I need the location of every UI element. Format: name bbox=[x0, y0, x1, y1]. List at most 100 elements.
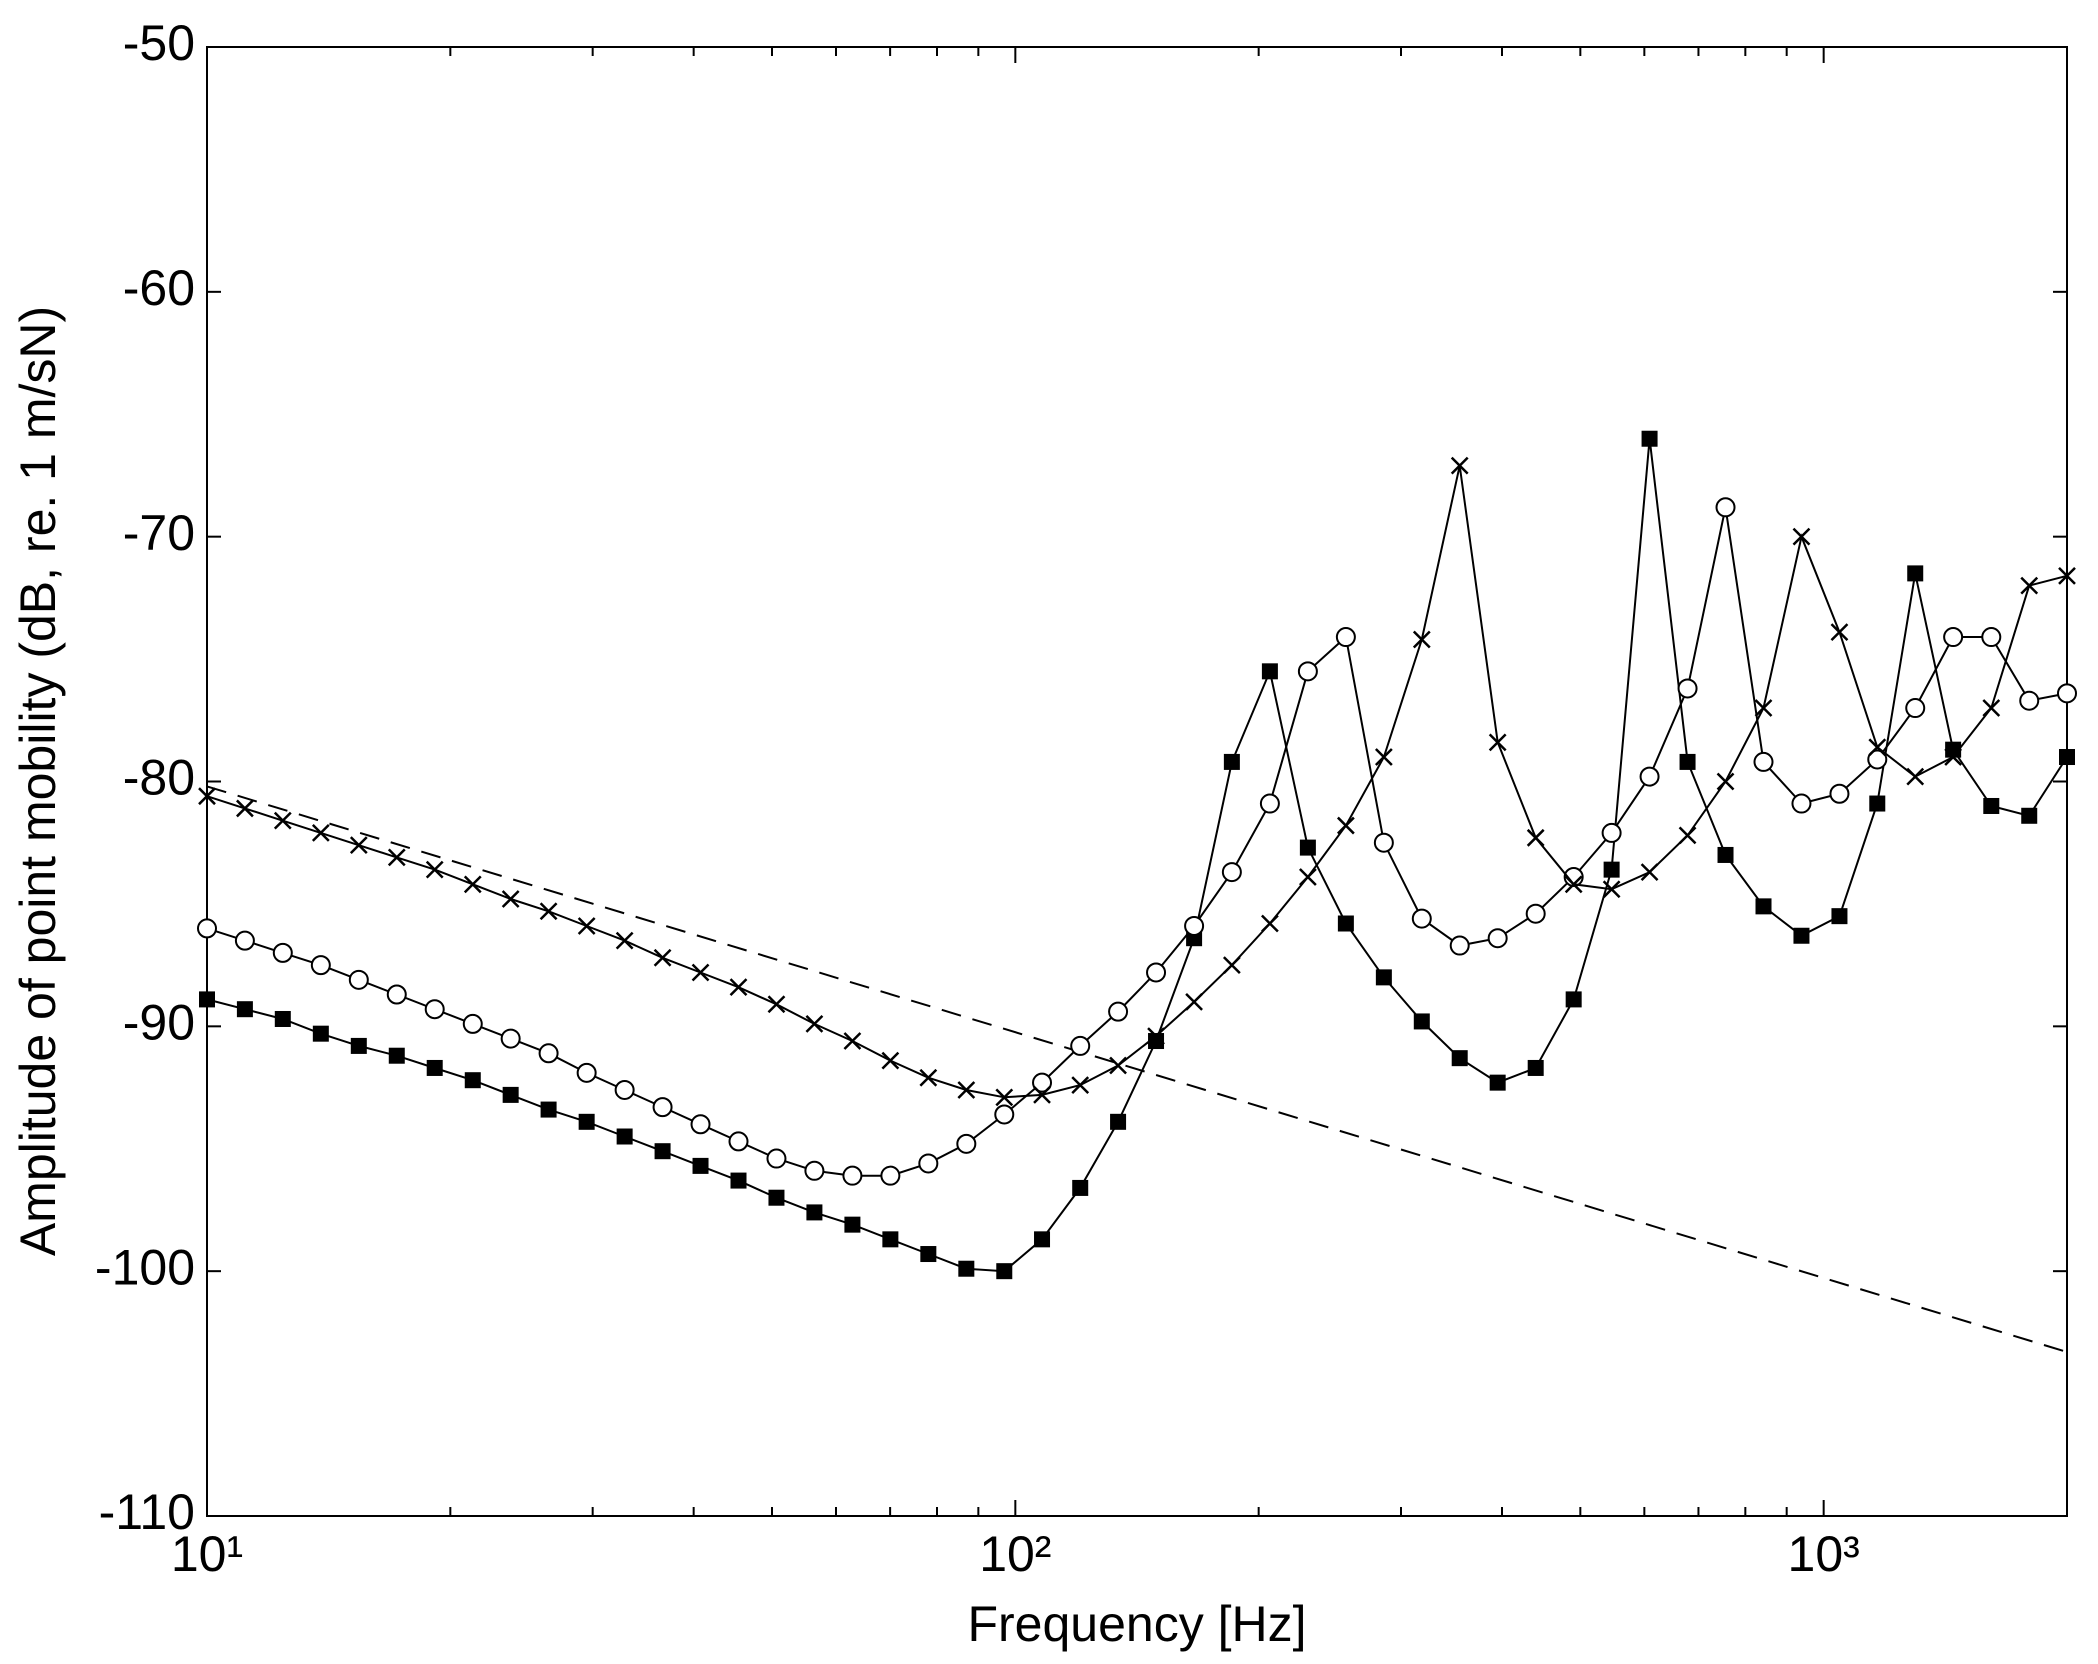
marker-circle bbox=[766, 1148, 787, 1169]
marker-square bbox=[1983, 797, 2000, 814]
marker-circle bbox=[1146, 962, 1167, 983]
marker-cross bbox=[1298, 868, 1317, 886]
marker-circle bbox=[1829, 783, 1850, 804]
marker-square bbox=[1072, 1179, 1089, 1196]
marker-cross bbox=[1792, 527, 1811, 546]
x-tick-label: 10¹ bbox=[171, 1526, 243, 1582]
marker-circle bbox=[2057, 683, 2077, 704]
series-line bbox=[206, 438, 2068, 1273]
marker-circle bbox=[994, 1104, 1015, 1125]
marker-cross bbox=[577, 917, 596, 935]
marker-circle bbox=[1032, 1072, 1053, 1093]
marker-circle bbox=[728, 1131, 749, 1152]
marker-circle bbox=[576, 1062, 597, 1083]
marker-square bbox=[806, 1204, 823, 1221]
marker-circle bbox=[1108, 1001, 1129, 1022]
marker-square bbox=[1869, 795, 1886, 812]
marker-square bbox=[730, 1172, 747, 1189]
marker-cross bbox=[1944, 748, 1963, 766]
marker-square bbox=[312, 1025, 329, 1042]
marker-cross bbox=[1185, 992, 1203, 1011]
marker-circle bbox=[1411, 908, 1432, 929]
marker-cross bbox=[1906, 767, 1925, 786]
marker-square bbox=[426, 1059, 443, 1076]
marker-cross bbox=[957, 1081, 976, 1099]
marker-square bbox=[1223, 753, 1240, 770]
marker-square bbox=[1717, 846, 1734, 863]
marker-square bbox=[464, 1072, 481, 1089]
marker-circle bbox=[1259, 793, 1280, 814]
marker-cross bbox=[2058, 566, 2076, 585]
marker-square bbox=[1565, 991, 1582, 1008]
marker-square bbox=[1034, 1231, 1051, 1248]
x-axis-label: Frequency [Hz] bbox=[967, 1596, 1306, 1652]
marker-square bbox=[502, 1086, 519, 1103]
marker-square bbox=[1413, 1013, 1430, 1030]
marker-square bbox=[1679, 753, 1696, 770]
x-tick-label: 10³ bbox=[1788, 1526, 1860, 1582]
marker-cross bbox=[1222, 956, 1241, 975]
marker-cross bbox=[1450, 456, 1469, 475]
marker-square bbox=[1110, 1113, 1127, 1130]
y-tick-label: -70 bbox=[123, 505, 195, 561]
marker-cross bbox=[1716, 772, 1735, 791]
marker-cross bbox=[1336, 816, 1355, 835]
marker-circle bbox=[1715, 497, 1736, 518]
marker-circle bbox=[842, 1165, 863, 1186]
marker-cross bbox=[843, 1032, 862, 1050]
marker-circle bbox=[1943, 627, 1964, 648]
marker-circle bbox=[804, 1160, 825, 1181]
marker-square bbox=[578, 1113, 595, 1130]
marker-square bbox=[1489, 1074, 1506, 1091]
marker-square bbox=[1907, 565, 1924, 582]
marker-circle bbox=[1601, 822, 1622, 843]
marker-circle bbox=[197, 918, 217, 939]
marker-circle bbox=[1639, 766, 1660, 787]
marker-circle bbox=[652, 1097, 673, 1118]
marker-circle bbox=[2019, 690, 2040, 711]
y-tick-label: -80 bbox=[123, 750, 195, 806]
marker-circle bbox=[880, 1165, 901, 1186]
marker-circle bbox=[1221, 862, 1242, 883]
marker-cross bbox=[767, 995, 786, 1014]
marker-cross bbox=[1868, 738, 1887, 757]
marker-circle bbox=[348, 969, 369, 990]
marker-cross bbox=[1374, 748, 1393, 766]
marker-square bbox=[616, 1128, 633, 1145]
marker-circle bbox=[956, 1133, 977, 1154]
y-axis-label: Amplitude of point mobility (dB, re. 1 m… bbox=[10, 306, 66, 1256]
marker-cross bbox=[2020, 576, 2039, 595]
marker-cross bbox=[387, 848, 406, 867]
marker-cross bbox=[501, 890, 520, 908]
marker-square bbox=[350, 1037, 367, 1054]
marker-square bbox=[1793, 927, 1810, 944]
marker-circle bbox=[1905, 698, 1926, 719]
marker-cross bbox=[349, 836, 368, 855]
marker-square bbox=[1148, 1033, 1165, 1050]
marker-cross bbox=[1033, 1086, 1051, 1104]
marker-circle bbox=[310, 955, 331, 976]
y-tick-label: -50 bbox=[123, 15, 195, 71]
marker-square bbox=[199, 991, 215, 1008]
marker-circle bbox=[1981, 627, 2002, 648]
marker-circle bbox=[1525, 903, 1546, 924]
series-line bbox=[206, 507, 2068, 1177]
marker-circle bbox=[1373, 832, 1394, 853]
marker-cross bbox=[1412, 630, 1431, 649]
y-tick-label: -90 bbox=[123, 995, 195, 1051]
marker-circle bbox=[1791, 793, 1812, 814]
marker-circle bbox=[918, 1153, 939, 1174]
marker-circle bbox=[1677, 678, 1698, 699]
marker-cross bbox=[1071, 1076, 1090, 1094]
marker-cross bbox=[1147, 1027, 1165, 1046]
marker-circle bbox=[424, 999, 445, 1020]
marker-square bbox=[540, 1101, 557, 1118]
marker-cross bbox=[425, 860, 444, 879]
marker-cross bbox=[653, 948, 672, 967]
marker-circle bbox=[1487, 928, 1508, 949]
marker-circle bbox=[272, 942, 293, 963]
marker-square bbox=[882, 1231, 899, 1248]
marker-square bbox=[1755, 898, 1772, 915]
marker-circle bbox=[1335, 627, 1356, 648]
